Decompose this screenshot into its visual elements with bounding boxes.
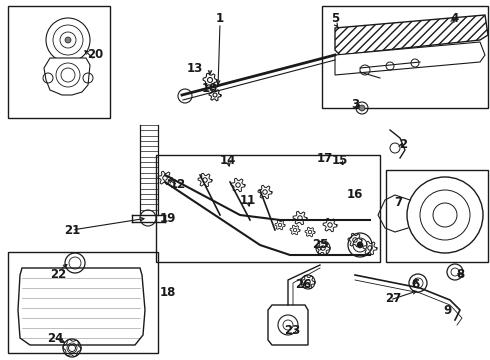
Bar	[156, 155, 380, 262]
Text: 12: 12	[170, 179, 186, 192]
Text: 6: 6	[411, 279, 419, 292]
Text: 3: 3	[351, 99, 359, 112]
Circle shape	[359, 105, 365, 111]
Text: 16: 16	[347, 189, 363, 202]
Bar	[322, 6, 488, 108]
Text: 7: 7	[394, 195, 402, 208]
Text: 19: 19	[160, 211, 176, 225]
Polygon shape	[18, 268, 145, 345]
Bar	[8, 6, 110, 118]
Text: 15: 15	[332, 153, 348, 166]
Text: 18: 18	[160, 285, 176, 298]
Circle shape	[357, 242, 363, 248]
Text: 1: 1	[216, 12, 224, 24]
Text: 11: 11	[240, 194, 256, 207]
Text: 22: 22	[50, 269, 66, 282]
Text: 17: 17	[317, 152, 333, 165]
Polygon shape	[335, 42, 485, 75]
Polygon shape	[268, 305, 308, 345]
Text: 8: 8	[456, 269, 464, 282]
Text: 25: 25	[312, 238, 328, 252]
Text: 10: 10	[202, 81, 218, 94]
Circle shape	[65, 37, 71, 43]
Polygon shape	[44, 58, 90, 95]
Text: 20: 20	[87, 49, 103, 62]
Text: 14: 14	[220, 153, 236, 166]
Text: 5: 5	[331, 12, 339, 24]
Text: 21: 21	[64, 224, 80, 237]
Text: 2: 2	[399, 139, 407, 152]
Bar	[8, 252, 158, 353]
Text: 24: 24	[47, 332, 63, 345]
Text: 4: 4	[451, 12, 459, 24]
Bar	[386, 170, 488, 262]
Text: 13: 13	[187, 62, 203, 75]
Text: 27: 27	[385, 292, 401, 305]
Polygon shape	[335, 15, 488, 55]
Text: 23: 23	[284, 324, 300, 337]
Text: 9: 9	[443, 303, 451, 316]
Text: 26: 26	[295, 279, 311, 292]
